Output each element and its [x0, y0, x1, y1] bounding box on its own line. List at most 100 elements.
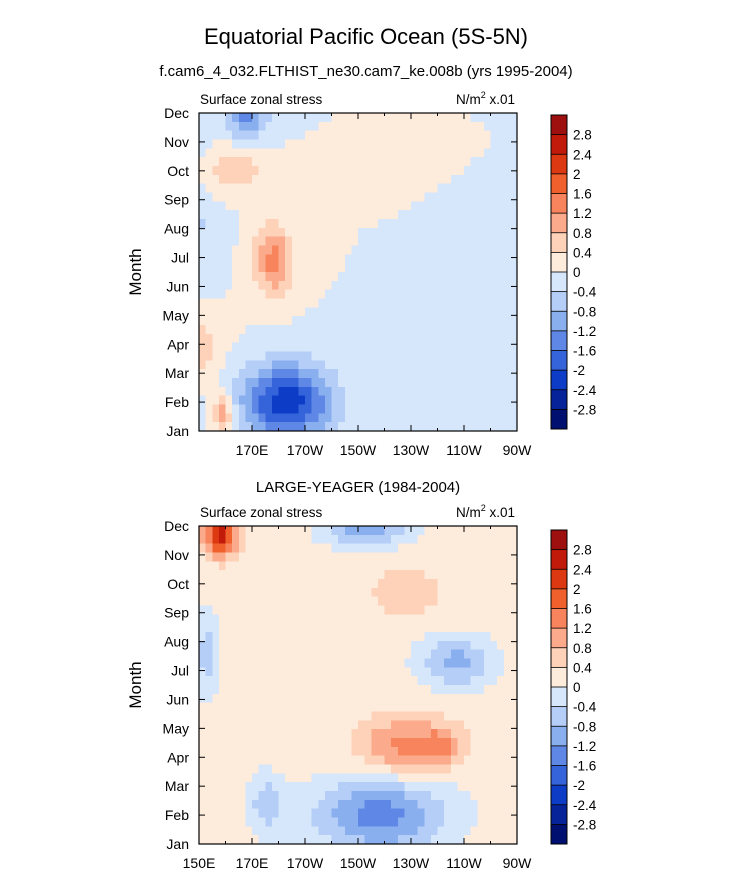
x-tick-label: 170E	[236, 855, 269, 871]
x-tick-label: 130W	[393, 442, 430, 458]
y-tick-label: May	[163, 720, 189, 736]
y-tick-label: Jul	[171, 250, 189, 266]
colorbar-swatch	[551, 350, 567, 371]
y-tick-label: Feb	[165, 394, 189, 410]
y-tick-label: Sep	[164, 605, 189, 621]
colorbar-label: 2.8	[573, 543, 592, 558]
colorbar-label: -1.6	[573, 759, 596, 774]
x-tick-label: 150W	[340, 442, 377, 458]
figure-title: Equatorial Pacific Ocean (5S-5N)	[204, 24, 528, 49]
colorbar-swatch	[551, 173, 567, 194]
panel-top-field	[199, 113, 517, 431]
colorbar-label: 1.6	[573, 602, 592, 617]
colorbar-swatch	[551, 647, 567, 668]
panel-bottom-ylabel: Month	[126, 661, 145, 708]
y-tick-label: Jul	[171, 663, 189, 679]
colorbar-label: 1.6	[573, 187, 592, 202]
y-tick-label: Mar	[165, 778, 189, 794]
x-tick-label: 150W	[340, 855, 377, 871]
x-tick-label: 130W	[393, 855, 430, 871]
x-tick-label: 170W	[287, 855, 324, 871]
colorbar-swatch	[551, 549, 567, 570]
y-tick-label: Oct	[167, 163, 189, 179]
colorbar-swatch	[551, 804, 567, 825]
colorbar-swatch	[551, 115, 567, 135]
colorbar-swatch	[551, 193, 567, 214]
y-tick-label: Jun	[166, 278, 189, 294]
y-tick-label: Dec	[164, 518, 189, 534]
x-tick-label: 170E	[236, 442, 269, 458]
panel-bottom-field	[199, 526, 517, 844]
y-tick-label: Dec	[164, 105, 189, 121]
colorbar-swatch	[551, 389, 567, 410]
panel-top-title: f.cam6_4_032.FLTHIST_ne30.cam7_ke.008b (…	[159, 63, 572, 80]
colorbar-label: 0.4	[573, 660, 592, 675]
panel-top-axes: Jan Feb Mar Apr May Jun Jul Aug Sep Oct Nov Dec 170E…	[163, 105, 533, 458]
y-tick-label: Jun	[166, 691, 189, 707]
colorbar-label: -2	[573, 778, 585, 793]
x-tick-label: 110W	[446, 442, 482, 458]
colorbar-swatch	[551, 330, 567, 351]
colorbar-label: 1.2	[573, 621, 592, 636]
y-tick-label: Aug	[164, 634, 189, 650]
colorbar-label: -2.4	[573, 383, 597, 398]
x-tick-label: 90W	[503, 442, 533, 458]
colorbar-label: -0.4	[573, 700, 597, 715]
colorbar-swatch	[551, 272, 567, 292]
colorbar-swatch	[551, 213, 567, 234]
colorbar-swatch	[551, 765, 567, 786]
colorbar-label: -0.8	[573, 719, 596, 734]
colorbar-label: -1.6	[573, 344, 596, 359]
panel-bottom-units: N/m2 x.01	[456, 503, 515, 520]
colorbar-label: 0.4	[573, 245, 592, 260]
colorbar-label: -0.8	[573, 304, 596, 319]
colorbar-swatch	[551, 608, 567, 629]
y-tick-label: Nov	[164, 134, 189, 150]
colorbar-label: 2.4	[573, 562, 592, 577]
y-tick-label: May	[163, 307, 189, 323]
colorbar-swatch	[551, 530, 567, 550]
colorbar-swatch	[551, 745, 567, 766]
x-tick-label: 170W	[287, 442, 324, 458]
colorbar-swatch	[551, 134, 567, 155]
colorbar-label: 2	[573, 582, 581, 597]
colorbar-label: -2.8	[573, 402, 596, 417]
y-tick-label: Sep	[164, 192, 189, 208]
panel-bottom-axes: Jan Feb Mar Apr May Jun Jul Aug Sep Oct Nov Dec 150E…	[163, 518, 533, 871]
colorbar-swatch	[551, 706, 567, 727]
x-tick-label: 150E	[183, 855, 216, 871]
colorbar-swatch	[551, 569, 567, 590]
y-tick-label: Jan	[166, 836, 189, 852]
colorbar-swatch	[551, 154, 567, 175]
colorbar-swatch	[551, 370, 567, 391]
panel-bottom: LARGE-YEAGER (1984-2004) Surface zonal s…	[126, 479, 532, 871]
colorbar-label: -2	[573, 363, 585, 378]
colorbar-swatch	[551, 726, 567, 747]
panel-bottom-title: LARGE-YEAGER (1984-2004)	[256, 479, 460, 496]
colorbar-label: 0.8	[573, 226, 592, 241]
y-tick-label: Apr	[167, 336, 189, 352]
y-tick-label: Nov	[164, 547, 189, 563]
colorbar-swatch	[551, 252, 567, 273]
colorbar-swatch	[551, 232, 567, 253]
colorbar-label: -2.4	[573, 798, 597, 813]
y-tick-label: Jan	[166, 423, 189, 439]
y-tick-label: Apr	[167, 749, 189, 765]
colorbar-label: -2.8	[573, 817, 596, 832]
colorbar-label: 0	[573, 680, 581, 695]
panel-top-left-string: Surface zonal stress	[200, 92, 323, 107]
panel-top: f.cam6_4_032.FLTHIST_ne30.cam7_ke.008b (…	[126, 63, 573, 458]
colorbar-swatch	[551, 785, 567, 806]
y-tick-label: Aug	[164, 221, 189, 237]
x-tick-label: 90W	[503, 855, 533, 871]
panel-bottom-left-string: Surface zonal stress	[200, 505, 323, 520]
colorbar-bottom: 2.8 2.4 2 1.6 1.2 0.8 0.4 0 -0.4 -0.8 -1.2 -1.6 -2 -2…	[550, 529, 597, 845]
y-tick-label: Oct	[167, 576, 189, 592]
colorbar-top: 2.8 2.4 2 1.6 1.2 0.8 0.4 0 -0.4 -0.8 -1.2 -1.6 -2 -2…	[550, 114, 597, 430]
colorbar-label: -1.2	[573, 324, 596, 339]
colorbar-label: 0.8	[573, 641, 592, 656]
panel-top-units: N/m2 x.01	[456, 90, 515, 107]
colorbar-swatch	[551, 628, 567, 649]
colorbar-label: -1.2	[573, 739, 596, 754]
